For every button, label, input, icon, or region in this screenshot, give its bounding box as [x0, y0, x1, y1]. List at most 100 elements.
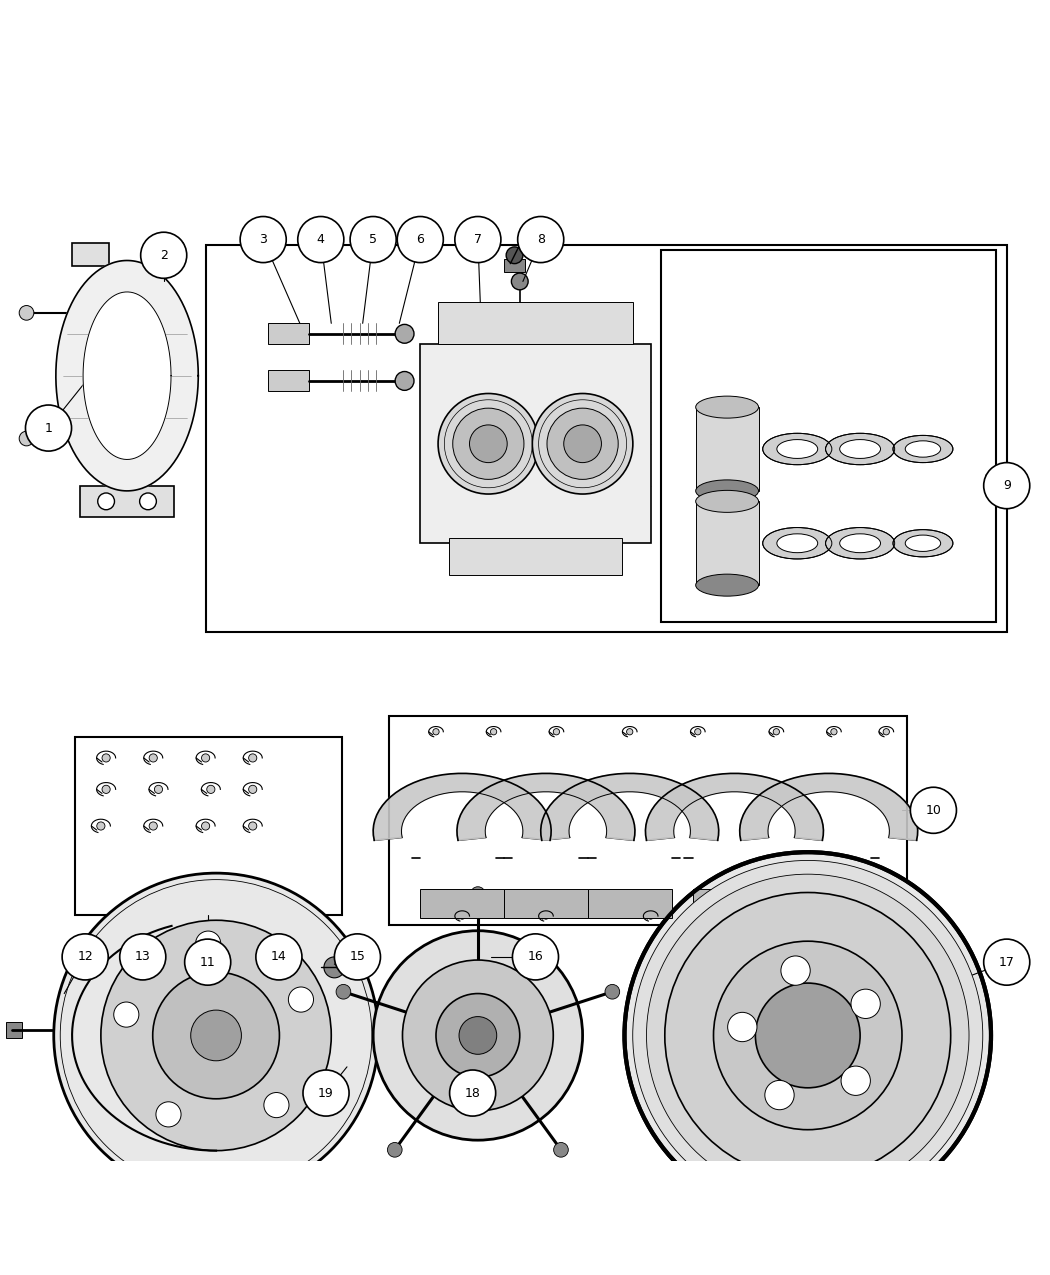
Circle shape: [647, 875, 969, 1197]
Circle shape: [256, 933, 302, 980]
Circle shape: [773, 728, 779, 734]
Ellipse shape: [905, 441, 941, 458]
Circle shape: [240, 217, 287, 263]
Ellipse shape: [696, 479, 758, 502]
Circle shape: [553, 1142, 568, 1158]
Text: 1: 1: [44, 422, 52, 435]
Ellipse shape: [696, 574, 758, 597]
Polygon shape: [541, 774, 718, 840]
Circle shape: [728, 1012, 757, 1042]
Circle shape: [438, 394, 539, 493]
Circle shape: [831, 728, 837, 734]
Text: 12: 12: [78, 950, 93, 964]
Bar: [696, 407, 758, 491]
Bar: [662, 250, 996, 622]
Bar: [588, 889, 672, 918]
Circle shape: [249, 754, 257, 762]
Circle shape: [469, 425, 507, 463]
Bar: [420, 889, 504, 918]
Polygon shape: [646, 774, 823, 840]
Text: 15: 15: [350, 950, 365, 964]
Circle shape: [303, 1070, 349, 1116]
Circle shape: [336, 984, 351, 1000]
Circle shape: [54, 873, 378, 1197]
Text: 13: 13: [134, 950, 150, 964]
Circle shape: [373, 931, 583, 1140]
Circle shape: [191, 1010, 242, 1061]
Ellipse shape: [762, 528, 832, 558]
Circle shape: [149, 822, 158, 830]
Circle shape: [665, 892, 950, 1178]
Circle shape: [25, 405, 71, 451]
Text: 17: 17: [999, 956, 1014, 969]
Circle shape: [850, 989, 880, 1019]
Circle shape: [207, 785, 215, 793]
Circle shape: [264, 1093, 289, 1118]
Ellipse shape: [825, 434, 895, 464]
Circle shape: [543, 913, 549, 919]
Circle shape: [324, 958, 344, 978]
Circle shape: [547, 408, 618, 479]
Circle shape: [714, 941, 902, 1130]
Ellipse shape: [696, 491, 758, 513]
Bar: [206, 245, 1007, 632]
Circle shape: [518, 217, 564, 263]
Text: 16: 16: [527, 950, 543, 964]
Bar: [504, 889, 588, 918]
Circle shape: [350, 217, 396, 263]
Bar: [449, 538, 622, 575]
Circle shape: [752, 913, 758, 919]
Circle shape: [781, 956, 811, 986]
Circle shape: [532, 394, 633, 493]
Text: 8: 8: [537, 233, 545, 246]
Circle shape: [202, 822, 210, 830]
Bar: [504, 259, 525, 272]
Bar: [145, 242, 183, 265]
Circle shape: [19, 306, 34, 320]
Circle shape: [490, 728, 497, 734]
Circle shape: [825, 913, 832, 919]
Bar: [420, 344, 651, 543]
Ellipse shape: [840, 440, 881, 459]
Circle shape: [605, 984, 620, 1000]
Circle shape: [459, 913, 465, 919]
Bar: [71, 242, 109, 265]
Circle shape: [397, 217, 443, 263]
Circle shape: [387, 1142, 402, 1158]
Bar: [693, 889, 776, 918]
Circle shape: [289, 987, 314, 1012]
Circle shape: [101, 921, 331, 1150]
Polygon shape: [83, 292, 171, 459]
Polygon shape: [373, 774, 551, 840]
Bar: [101, 305, 124, 321]
Circle shape: [455, 217, 501, 263]
Circle shape: [459, 1016, 497, 1054]
Circle shape: [113, 1002, 139, 1028]
Circle shape: [764, 1080, 794, 1109]
Circle shape: [564, 425, 602, 463]
Circle shape: [625, 852, 991, 1219]
Circle shape: [195, 931, 220, 956]
Circle shape: [648, 913, 654, 919]
Text: 6: 6: [417, 233, 424, 246]
Circle shape: [512, 933, 559, 980]
Circle shape: [154, 785, 163, 793]
Text: 18: 18: [465, 1086, 481, 1099]
Circle shape: [249, 822, 257, 830]
Bar: [269, 324, 310, 344]
Circle shape: [120, 933, 166, 980]
Circle shape: [506, 247, 523, 264]
Text: 10: 10: [925, 803, 942, 817]
Circle shape: [185, 940, 231, 986]
Bar: [696, 501, 758, 585]
Polygon shape: [56, 260, 198, 491]
Circle shape: [102, 785, 110, 793]
Circle shape: [695, 728, 701, 734]
Circle shape: [395, 371, 414, 390]
Circle shape: [984, 940, 1030, 986]
Circle shape: [433, 728, 439, 734]
Polygon shape: [457, 774, 635, 840]
Circle shape: [395, 324, 414, 343]
Circle shape: [62, 933, 108, 980]
Ellipse shape: [840, 534, 881, 552]
